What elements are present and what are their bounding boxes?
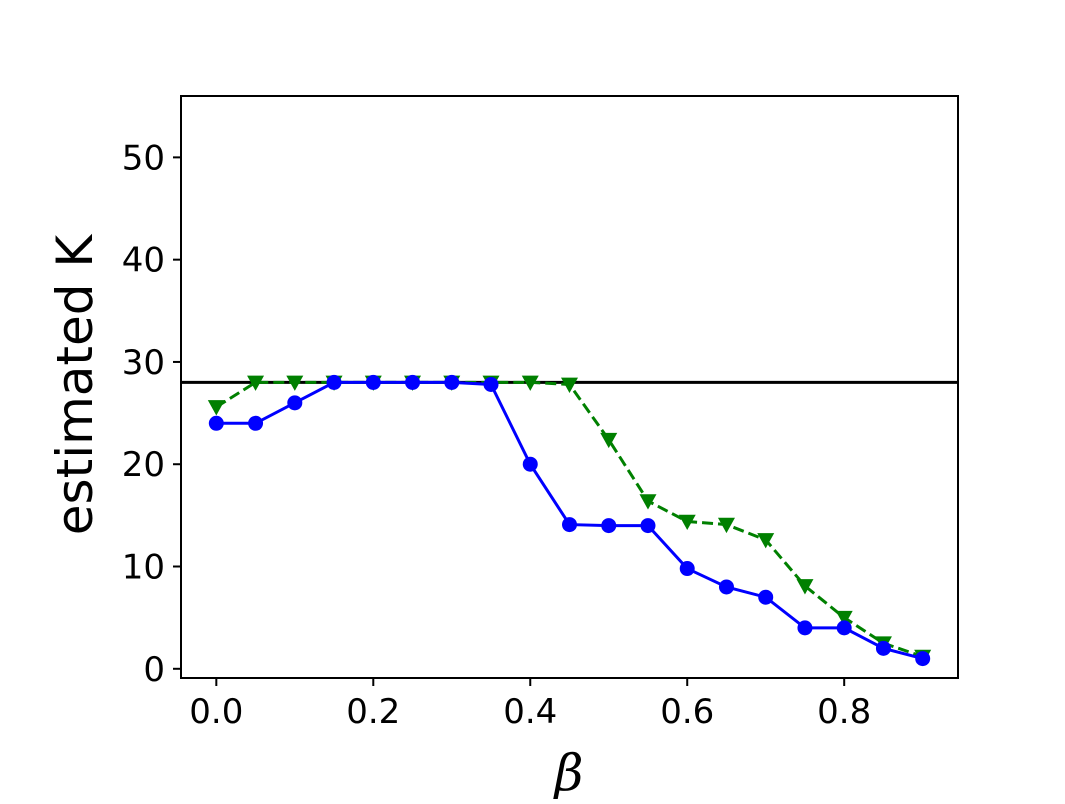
series-1-point — [207, 400, 225, 416]
series-layer — [181, 374, 958, 667]
x-axis-label: β — [553, 744, 584, 799]
series-0-point — [679, 561, 695, 577]
series-0-point — [836, 620, 852, 636]
series-0-point — [718, 579, 734, 595]
x-tick-label: 0.0 — [189, 692, 243, 732]
series-0-point — [483, 376, 499, 392]
series-1-point — [521, 375, 539, 391]
series-0-point — [797, 620, 813, 636]
series-1-point — [757, 533, 775, 549]
series-0-point — [875, 640, 891, 656]
series-1-point — [561, 377, 578, 393]
y-tick-label: 10 — [122, 548, 165, 588]
y-axis-label: estimated K — [46, 234, 104, 536]
series-0-point — [444, 374, 460, 390]
series-0-point — [405, 374, 421, 390]
y-tick-label: 50 — [122, 138, 165, 178]
series-1-point — [600, 432, 618, 449]
x-tick-label: 0.8 — [817, 692, 871, 732]
series-1-point — [247, 375, 265, 391]
series-0-point — [365, 374, 381, 390]
series-0-point — [915, 651, 931, 667]
series-0-point — [326, 374, 342, 390]
axes-layer: 0.0 0.2 0.4 0.6 0.8 0 10 20 30 40 50 — [122, 95, 959, 732]
series-0-point — [758, 589, 774, 605]
series-0-point — [248, 415, 264, 431]
x-tick-label: 0.4 — [503, 692, 557, 732]
y-tick-label: 0 — [143, 650, 165, 690]
x-tick-label: 0.2 — [346, 692, 400, 732]
x-tick-label: 0.6 — [660, 692, 714, 732]
series-1-point — [717, 517, 735, 534]
series-1-point — [678, 514, 696, 531]
y-tick-label: 20 — [122, 445, 165, 485]
series-1-point — [639, 494, 657, 510]
series-1-point — [796, 579, 814, 595]
series-0-point — [562, 517, 577, 533]
series-0-point — [287, 395, 303, 411]
series-0-point — [208, 415, 224, 431]
plot-frame — [180, 95, 959, 679]
series-1-point — [286, 375, 304, 391]
series-0-point — [640, 518, 656, 534]
y-tick-label: 30 — [122, 343, 165, 383]
series-1-point — [835, 610, 853, 627]
y-tick-label: 40 — [122, 241, 165, 281]
series-0-point — [522, 456, 538, 472]
series-0-point — [601, 518, 617, 534]
